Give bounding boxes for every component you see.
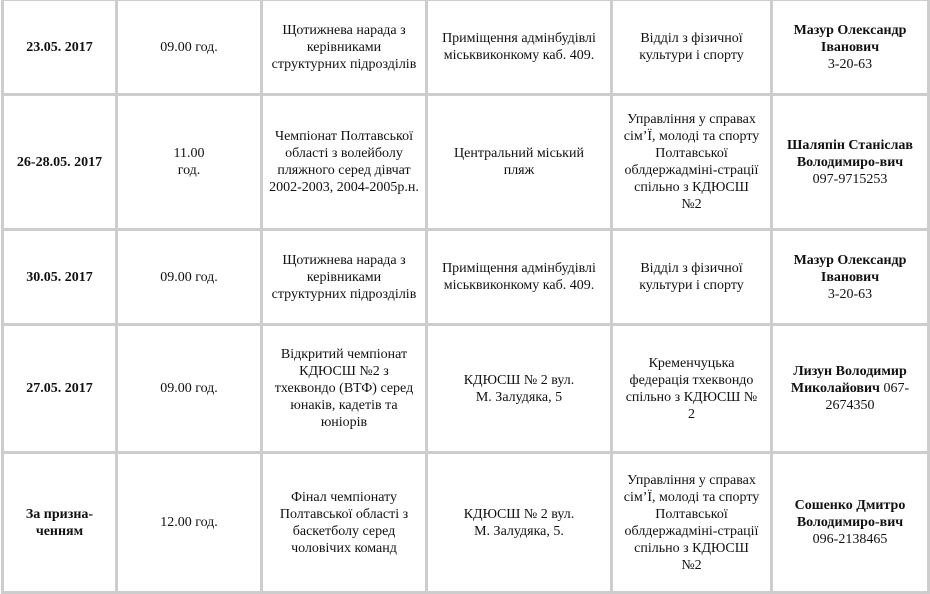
table-row: 26-28.05. 2017 11.00 год. Чемпіонат Полт… [1,93,930,231]
place-cell: Приміщення адмінбудівлі міськвиконкому к… [425,0,613,96]
time-cell: 09.00 год. [115,0,263,96]
time-cell: 09.00 год. [115,228,263,326]
organizer-cell: Кременчуцька федерація тхеквондо спільно… [610,323,773,454]
contact-cell: Мазур Олександр Іванович 3-20-63 [770,0,930,96]
place-cell: Приміщення адмінбудівлі міськвиконкому к… [425,228,613,326]
time-cell: 12.00 год. [115,451,263,594]
date-cell: 30.05. 2017 [1,228,118,326]
event-cell: Фінал чемпіонату Полтавської області з б… [260,451,428,594]
contact-phone: 067- 2674350 [825,381,910,413]
table-row: 23.05. 2017 09.00 год. Щотижнева нарада … [1,0,930,96]
organizer-cell: Відділ з фізичної культури і спорту [610,228,773,326]
contact-cell: Шаляпін Станіслав Володимиро-вич 097-971… [770,93,930,231]
contact-phone: 096-2138465 [812,532,888,547]
date-cell: 27.05. 2017 [1,323,118,454]
table-row: 30.05. 2017 09.00 год. Щотижнева нарада … [1,228,930,326]
contact-cell: Мазур Олександр Іванович 3-20-63 [770,228,930,326]
organizer-cell: Управління у справах сім’Ї, молоді та сп… [610,451,773,594]
contact-phone: 097-9715253 [812,171,888,187]
event-cell: Чемпіонат Полтавської області з волейбол… [260,93,428,231]
table-row: За призна- ченням 12.00 год. Фінал чемпі… [1,451,930,594]
contact-phone: 3-20-63 [827,286,873,302]
contact-phone: 3-20-63 [827,56,873,72]
time-cell: 11.00 год. [115,93,263,231]
contact-cell: Лизун Володимир Миколайович 067- 2674350 [770,323,930,454]
event-cell: Щотижнева нарада з керівниками структурн… [260,0,428,96]
date-cell: 23.05. 2017 [1,0,118,96]
place-cell: Центральний міський пляж [425,93,613,231]
date-cell: За призна- ченням [1,451,118,594]
time-cell: 09.00 год. [115,323,263,454]
place-cell: КДЮСШ № 2 вул. М. Залудяка, 5. [425,451,613,594]
date-cell: 26-28.05. 2017 [1,93,118,231]
contact-cell: Сошенко Дмитро Володимиро-вич 096-213846… [770,451,930,594]
contact-name: Мазур Олександр Іванович [793,252,907,285]
contact-name: Мазур Олександр Іванович [793,22,907,55]
contact-name: Сошенко Дмитро Володимиро-вич [794,498,906,530]
organizer-cell: Відділ з фізичної культури і спорту [610,0,773,96]
event-cell: Щотижнева нарада з керівниками структурн… [260,228,428,326]
table-row: 27.05. 2017 09.00 год. Відкритий чемпіон… [1,323,930,454]
organizer-cell: Управління у справах сім’Ї, молоді та сп… [610,93,773,231]
contact-name: Лизун Володимир Миколайович [790,364,907,396]
contact-name: Шаляпін Станіслав Володимиро-вич [786,137,913,170]
event-cell: Відкритий чемпіонат КДЮСШ №2 з тхеквондо… [260,323,428,454]
place-cell: КДЮСШ № 2 вул. М. Залудяка, 5 [425,323,613,454]
